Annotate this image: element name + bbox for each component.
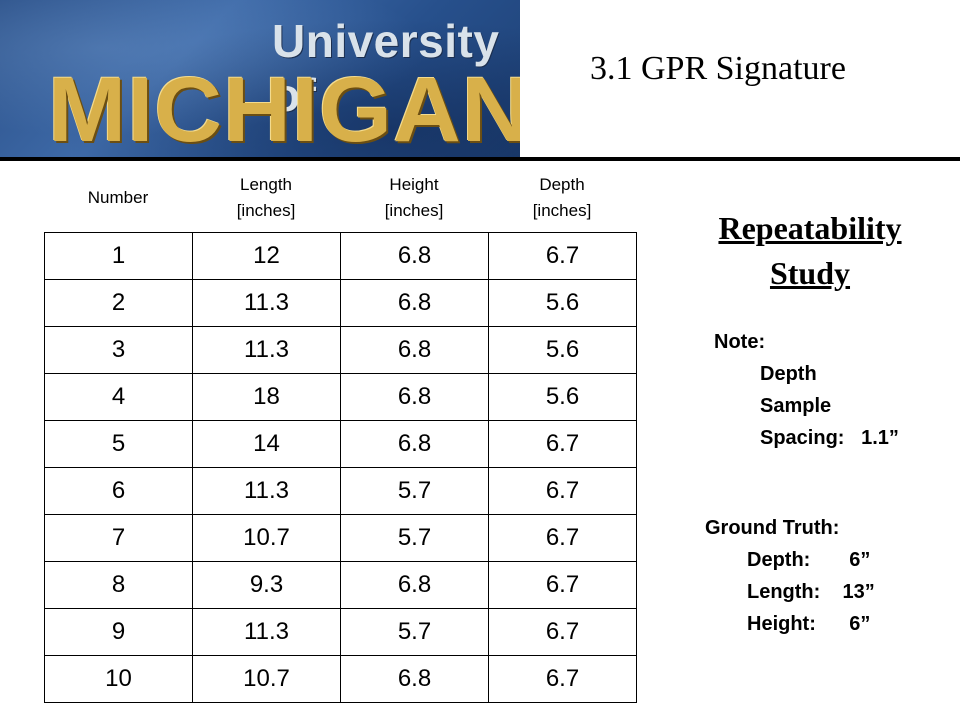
cell-number: 10 <box>44 655 193 703</box>
cell-length: 12 <box>192 232 341 280</box>
cell-number: 9 <box>44 608 193 656</box>
ground-truth-label: Ground Truth: <box>705 517 840 539</box>
table-row: 7 10.7 5.7 6.7 <box>44 514 637 562</box>
cell-length: 10.7 <box>192 514 341 562</box>
table-row: 2 11.3 6.8 5.6 <box>44 279 637 327</box>
cell-height: 5.7 <box>340 608 489 656</box>
slide-title: 3.1 GPR Signature <box>590 50 846 87</box>
header-depth: Depth [inches] <box>488 172 636 224</box>
cell-length: 18 <box>192 373 341 421</box>
cell-height: 5.7 <box>340 514 489 562</box>
note-block: Note: Depth Sample Spacing: 1.1” <box>714 326 899 454</box>
study-heading: Repeatability Study <box>690 206 930 296</box>
ground-truth-block: Ground Truth: Depth: 6” Length: 13” Heig… <box>705 512 875 640</box>
cell-number: 8 <box>44 561 193 609</box>
study-heading-line1: Repeatability <box>718 210 902 246</box>
cell-depth: 5.6 <box>488 326 637 374</box>
header-height-unit: [inches] <box>384 201 444 220</box>
header-number: Number <box>44 185 192 211</box>
table-row: 8 9.3 6.8 6.7 <box>44 561 637 609</box>
cell-length: 11.3 <box>192 467 341 515</box>
table-row: 5 14 6.8 6.7 <box>44 420 637 468</box>
cell-height: 6.8 <box>340 326 489 374</box>
cell-depth: 6.7 <box>488 232 637 280</box>
cell-length: 11.3 <box>192 608 341 656</box>
cell-depth: 5.6 <box>488 373 637 421</box>
header-length-unit: [inches] <box>236 201 296 220</box>
table-row: 1 12 6.8 6.7 <box>44 232 637 280</box>
header-length: Length [inches] <box>192 172 340 224</box>
table-row: 9 11.3 5.7 6.7 <box>44 608 637 656</box>
cell-number: 7 <box>44 514 193 562</box>
cell-height: 6.8 <box>340 373 489 421</box>
cell-number: 3 <box>44 326 193 374</box>
cell-height: 6.8 <box>340 232 489 280</box>
cell-depth: 6.7 <box>488 655 637 703</box>
cell-length: 10.7 <box>192 655 341 703</box>
header-number-label: Number <box>87 188 149 207</box>
cell-depth: 6.7 <box>488 608 637 656</box>
cell-height: 6.8 <box>340 420 489 468</box>
cell-number: 1 <box>44 232 193 280</box>
cell-depth: 6.7 <box>488 514 637 562</box>
header-length-label: Length <box>240 175 292 194</box>
ground-truth-depth: Depth: 6” <box>747 549 871 571</box>
table-row: 10 10.7 6.8 6.7 <box>44 655 637 703</box>
table-row: 4 18 6.8 5.6 <box>44 373 637 421</box>
header-divider <box>0 157 960 161</box>
header-height: Height [inches] <box>340 172 488 224</box>
table-row: 6 11.3 5.7 6.7 <box>44 467 637 515</box>
cell-length: 11.3 <box>192 279 341 327</box>
cell-height: 6.8 <box>340 561 489 609</box>
university-logo: University of MICHIGAN <box>0 0 520 160</box>
note-line-depth: Depth <box>760 363 817 385</box>
header-depth-label: Depth <box>539 175 585 194</box>
cell-number: 2 <box>44 279 193 327</box>
measurement-table: 1 12 6.8 6.7 2 11.3 6.8 5.6 3 11.3 6.8 5… <box>44 232 637 703</box>
note-label: Note: <box>714 331 766 353</box>
cell-length: 9.3 <box>192 561 341 609</box>
cell-length: 14 <box>192 420 341 468</box>
note-line-spacing: Spacing: 1.1” <box>760 427 899 449</box>
cell-number: 4 <box>44 373 193 421</box>
table-row: 3 11.3 6.8 5.6 <box>44 326 637 374</box>
cell-depth: 5.6 <box>488 279 637 327</box>
cell-height: 6.8 <box>340 655 489 703</box>
header-depth-unit: [inches] <box>532 201 592 220</box>
cell-number: 6 <box>44 467 193 515</box>
cell-depth: 6.7 <box>488 420 637 468</box>
cell-height: 5.7 <box>340 467 489 515</box>
note-line-sample: Sample <box>760 395 832 417</box>
logo-text-top: University of <box>272 15 500 121</box>
cell-length: 11.3 <box>192 326 341 374</box>
study-heading-line2: Study <box>769 255 851 291</box>
cell-depth: 6.7 <box>488 561 637 609</box>
header-height-label: Height <box>389 175 439 194</box>
ground-truth-height: Height: 6” <box>747 613 871 635</box>
logo-text-main: MICHIGAN <box>48 59 520 160</box>
ground-truth-length: Length: 13” <box>747 581 875 603</box>
cell-depth: 6.7 <box>488 467 637 515</box>
cell-height: 6.8 <box>340 279 489 327</box>
cell-number: 5 <box>44 420 193 468</box>
